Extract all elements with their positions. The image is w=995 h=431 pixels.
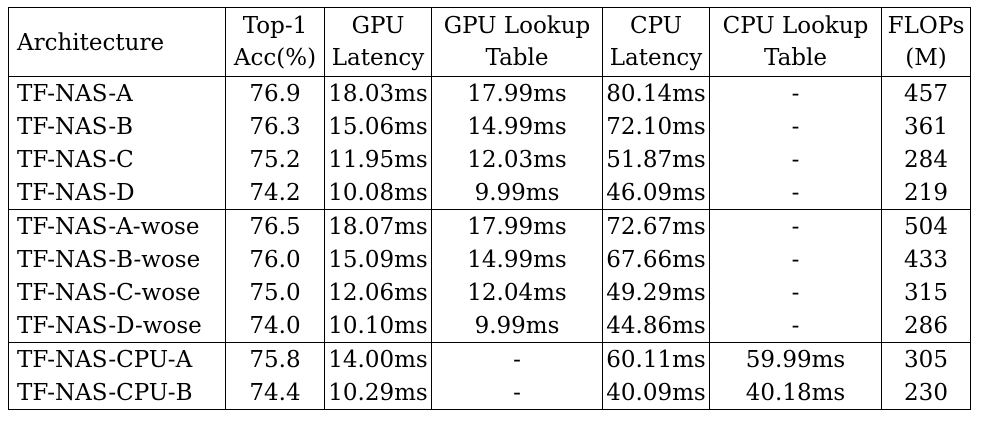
cell-gpu-latency: 14.00ms [324,342,432,376]
header-gpu-latency-line1: GPU [324,7,432,42]
cell-gpu-lookup: 12.04ms [431,276,603,309]
cell-top1-acc: 76.5 [225,209,325,243]
cell-architecture: TF-NAS-C-wose [8,276,226,309]
cell-top1-acc: 76.9 [225,76,325,110]
cell-gpu-lookup: 14.99ms [431,110,603,143]
cell-cpu-latency: 44.86ms [602,309,710,343]
header-gpu-latency-line2: Latency [324,42,432,77]
cell-architecture: TF-NAS-B [8,110,226,143]
results-table: Architecture Top-1 GPU GPU Lookup CPU CP… [8,7,971,410]
cell-gpu-lookup: 14.99ms [431,243,603,276]
cell-cpu-latency: 72.67ms [602,209,710,243]
cell-architecture: TF-NAS-CPU-A [8,342,226,376]
cell-cpu-latency: 60.11ms [602,342,710,376]
cell-flops: 284 [881,143,971,176]
cell-cpu-lookup: - [709,209,882,243]
cell-gpu-lookup: 9.99ms [431,176,603,210]
cell-flops: 361 [881,110,971,143]
cell-cpu-lookup: 59.99ms [709,342,882,376]
cell-gpu-latency: 11.95ms [324,143,432,176]
cell-gpu-latency: 18.07ms [324,209,432,243]
cell-architecture: TF-NAS-A-wose [8,209,226,243]
results-table-container: Architecture Top-1 GPU GPU Lookup CPU CP… [8,7,971,410]
cell-gpu-lookup: 17.99ms [431,76,603,110]
cell-flops: 504 [881,209,971,243]
table-header: Architecture Top-1 GPU GPU Lookup CPU CP… [8,7,971,77]
cell-architecture: TF-NAS-A [8,76,226,110]
cell-cpu-lookup: - [709,309,882,343]
cell-flops: 315 [881,276,971,309]
cell-gpu-latency: 15.09ms [324,243,432,276]
cell-cpu-latency: 80.14ms [602,76,710,110]
cell-gpu-lookup: - [431,376,603,410]
cell-top1-acc: 75.2 [225,143,325,176]
table-row: TF-NAS-D 74.2 10.08ms 9.99ms 46.09ms -219 [8,176,971,210]
cell-cpu-lookup: 40.18ms [709,376,882,410]
table-row: TF-NAS-CPU-B 74.4 10.29ms -40.09ms 40.18ms 23… [8,376,971,410]
cell-cpu-lookup: - [709,243,882,276]
cell-top1-acc: 74.2 [225,176,325,210]
cell-top1-acc: 75.0 [225,276,325,309]
cell-top1-acc: 74.0 [225,309,325,343]
cell-top1-acc: 76.3 [225,110,325,143]
cell-cpu-latency: 67.66ms [602,243,710,276]
cell-gpu-latency: 10.29ms [324,376,432,410]
cell-architecture: TF-NAS-CPU-B [8,376,226,410]
cell-gpu-lookup: 17.99ms [431,209,603,243]
cell-architecture: TF-NAS-B-wose [8,243,226,276]
header-acc-line2: Acc(%) [225,42,325,77]
cell-top1-acc: 75.8 [225,342,325,376]
cell-cpu-lookup: - [709,276,882,309]
cell-gpu-lookup: - [431,342,603,376]
cell-gpu-latency: 18.03ms [324,76,432,110]
cell-architecture: TF-NAS-C [8,143,226,176]
cell-cpu-latency: 46.09ms [602,176,710,210]
table-row: TF-NAS-B 76.3 15.06ms 14.99ms 72.10ms -361 [8,110,971,143]
header-row-1: Architecture Top-1 GPU GPU Lookup CPU CP… [8,7,971,77]
cell-cpu-lookup: - [709,76,882,110]
header-cpu-lookup-line2: Table [709,42,882,77]
table-row: TF-NAS-C-wose 75.0 12.06ms 12.04ms 49.29ms -3… [8,276,971,309]
cell-cpu-latency: 72.10ms [602,110,710,143]
cell-cpu-latency: 40.09ms [602,376,710,410]
cell-flops: 230 [881,376,971,410]
cell-gpu-latency: 10.10ms [324,309,432,343]
cell-flops: 305 [881,342,971,376]
header-gpu-lookup-line2: Table [431,42,603,77]
table-row: TF-NAS-CPU-A 75.8 14.00ms -60.11ms 59.99ms 30… [8,342,971,376]
cell-flops: 457 [881,76,971,110]
header-acc-line1: Top-1 [225,7,325,42]
cell-flops: 219 [881,176,971,210]
header-row-2: Acc(%) Latency Table Latency Table (M) [9,42,971,77]
header-gpu-lookup-line1: GPU Lookup [431,7,603,42]
cell-flops: 433 [881,243,971,276]
table-row: TF-NAS-D-wose 74.0 10.10ms 9.99ms 44.86ms -28… [8,309,971,343]
table-body: TF-NAS-A 76.9 18.03ms 17.99ms 80.14ms -457 TF-… [8,76,971,410]
cell-architecture: TF-NAS-D [8,176,226,210]
table-row: TF-NAS-A 76.9 18.03ms 17.99ms 80.14ms -457 [8,76,971,110]
table-row: TF-NAS-A-wose 76.5 18.07ms 17.99ms 72.67ms -5… [8,209,971,243]
table-row: TF-NAS-C 75.2 11.95ms 12.03ms 51.87ms -284 [8,143,971,176]
cell-gpu-lookup: 9.99ms [431,309,603,343]
table-row: TF-NAS-B-wose 76.0 15.09ms 14.99ms 67.66ms -4… [8,243,971,276]
cell-cpu-lookup: - [709,176,882,210]
cell-cpu-lookup: - [709,143,882,176]
cell-top1-acc: 76.0 [225,243,325,276]
header-flops-line1: FLOPs [881,7,971,42]
cell-gpu-lookup: 12.03ms [431,143,603,176]
cell-cpu-latency: 49.29ms [602,276,710,309]
header-cpu-lookup-line1: CPU Lookup [709,7,882,42]
header-architecture: Architecture [8,7,226,77]
cell-top1-acc: 74.4 [225,376,325,410]
cell-gpu-latency: 10.08ms [324,176,432,210]
cell-gpu-latency: 15.06ms [324,110,432,143]
cell-architecture: TF-NAS-D-wose [8,309,226,343]
header-cpu-latency-line1: CPU [602,7,710,42]
cell-cpu-latency: 51.87ms [602,143,710,176]
header-cpu-latency-line2: Latency [602,42,710,77]
cell-gpu-latency: 12.06ms [324,276,432,309]
cell-flops: 286 [881,309,971,343]
header-flops-line2: (M) [881,42,971,77]
cell-cpu-lookup: - [709,110,882,143]
